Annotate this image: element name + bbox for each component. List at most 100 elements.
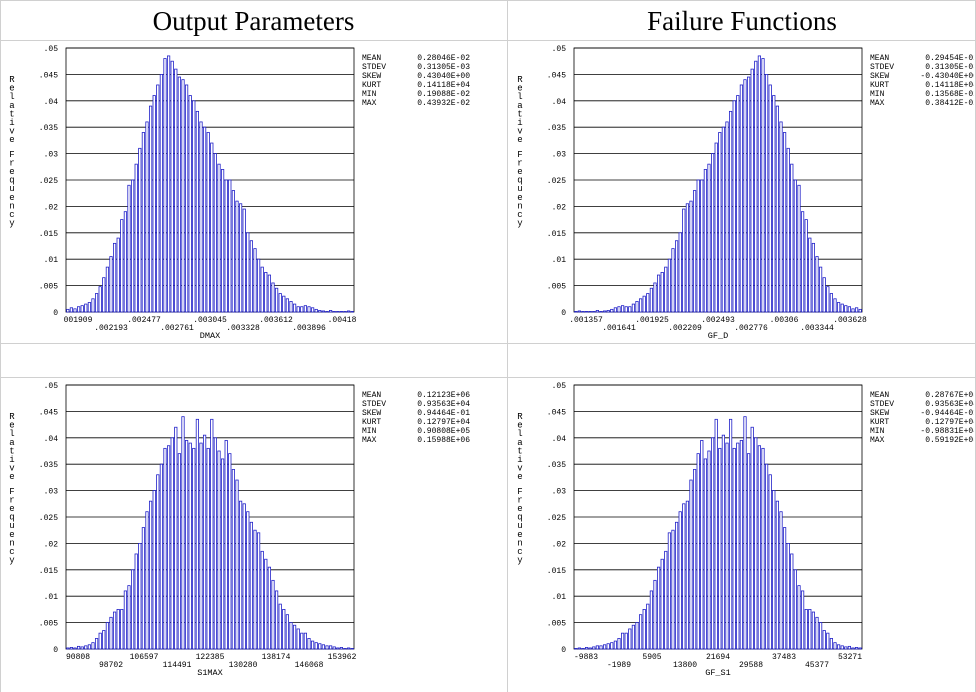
histogram-bar: [732, 100, 736, 313]
plot-frame: [65, 47, 355, 313]
stat-value: 0.15988E+06: [417, 436, 470, 445]
histogram-bar: [224, 440, 228, 650]
histogram-bar: [271, 282, 275, 313]
y-axis-label-char: e: [517, 193, 522, 203]
y-axis-label-char: i: [9, 118, 14, 128]
histogram-bar: [195, 110, 199, 313]
histogram-bar: [256, 532, 261, 650]
histogram-bar: [826, 632, 830, 650]
column-title-output-parameters: Output Parameters: [152, 6, 355, 36]
stat-label: STDEV: [870, 400, 894, 409]
histogram-bar: [138, 147, 142, 313]
histogram-bar: [264, 271, 268, 313]
histogram-bar: [775, 105, 780, 313]
histogram-bar: [325, 645, 329, 650]
histogram-bar: [664, 266, 668, 313]
histogram-bar: [199, 442, 203, 650]
histogram-bar: [235, 200, 239, 313]
y-tick-label: .04: [44, 98, 59, 107]
y-axis-label-char: v: [517, 127, 523, 137]
stat-label: MIN: [870, 427, 885, 436]
histogram-bar: [95, 638, 99, 650]
histogram-bar: [116, 608, 120, 650]
y-axis-label-char: v: [9, 464, 15, 474]
stat-value: 0.59192E+05: [925, 436, 974, 445]
histogram-bar: [145, 121, 149, 313]
stat-label: MIN: [362, 427, 377, 436]
histogram-bar: [253, 248, 257, 313]
histogram-bar: [714, 418, 718, 650]
y-tick-label: .03: [44, 488, 59, 497]
y-axis-label-char: R: [517, 75, 523, 85]
histogram-bar: [710, 437, 715, 650]
histogram-bar: [642, 608, 646, 650]
histogram-bar: [307, 306, 311, 313]
y-axis-label-char: q: [9, 176, 14, 186]
stat-label: KURT: [870, 418, 889, 427]
y-tick-label: .01: [552, 256, 567, 265]
stat-label: MEAN: [870, 54, 889, 63]
y-axis-label-char: e: [9, 135, 14, 145]
stat-value: 0.14118E+04: [417, 81, 470, 90]
histogram-bar: [718, 447, 722, 650]
y-tick-label: .05: [44, 382, 59, 391]
histogram-bar: [811, 611, 816, 650]
stat-label: KURT: [362, 418, 381, 427]
histogram-bar: [678, 232, 682, 313]
histogram-bar: [685, 203, 689, 313]
histogram-bar: [689, 200, 693, 313]
histogram-bar: [109, 256, 113, 313]
histogram-bar: [667, 258, 671, 313]
histogram-bar: [260, 550, 264, 650]
histogram-bar: [318, 310, 322, 313]
histogram-bar: [840, 645, 844, 650]
histogram-bar: [592, 311, 596, 313]
histogram-bar: [336, 647, 340, 650]
histogram-bar: [606, 643, 610, 650]
histogram-bar: [635, 622, 639, 650]
histogram-bar: [642, 295, 646, 313]
histogram-bar: [321, 310, 326, 313]
stat-label: SKEW: [870, 72, 889, 81]
y-axis-label-char: t: [9, 109, 14, 119]
y-axis-label-char: R: [9, 412, 15, 422]
y-axis-label-char: F: [517, 150, 522, 160]
histogram-bar: [656, 566, 661, 650]
histogram-bar: [696, 453, 700, 650]
y-tick-label: .035: [39, 461, 58, 470]
histogram-bar: [343, 648, 347, 650]
y-axis-label-char: e: [517, 421, 522, 431]
x-tick-label: .001925: [635, 316, 669, 325]
y-tick-label: .03: [552, 488, 567, 497]
histogram-bar: [120, 608, 124, 650]
histogram-bar: [610, 308, 614, 313]
histogram-bar: [703, 169, 707, 313]
stat-value: -0.94464E-01: [920, 409, 974, 418]
histogram-bar: [631, 303, 635, 313]
histogram-bar: [757, 55, 761, 313]
histogram-bar: [854, 307, 859, 313]
histogram-bar: [278, 603, 282, 650]
histogram-bar: [746, 453, 751, 650]
histogram-bar: [696, 179, 700, 313]
histogram-bar: [66, 308, 70, 313]
stat-value: 0.29454E-02: [925, 54, 974, 63]
stat-label: MEAN: [362, 54, 381, 63]
histogram-bar: [170, 60, 174, 313]
histogram-bar: [833, 642, 837, 650]
histogram-bar: [73, 647, 77, 650]
x-axis-label: S1MAX: [197, 668, 223, 678]
y-tick-label: .01: [44, 593, 59, 602]
x-tick-label: 001909: [64, 316, 93, 325]
histogram-bar: [674, 240, 679, 313]
histogram-bar: [184, 440, 189, 650]
histogram-bar: [289, 301, 293, 313]
histogram-bar: [166, 445, 171, 650]
table-row1-divider: [0, 343, 976, 344]
y-axis-label-char: i: [9, 455, 14, 465]
histogram-bar: [350, 648, 354, 650]
histogram-bar: [282, 295, 286, 313]
y-tick-label: .05: [552, 382, 567, 391]
